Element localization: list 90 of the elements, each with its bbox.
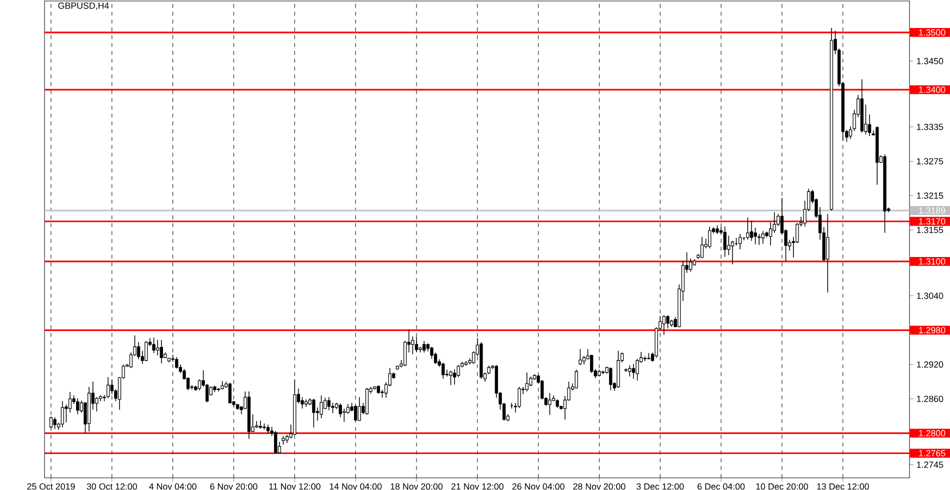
candlestick xyxy=(198,379,202,391)
y-tick-label: 1.3215 xyxy=(916,192,944,199)
candlestick xyxy=(689,258,692,272)
candlestick xyxy=(700,236,704,259)
candlestick xyxy=(156,340,160,356)
candlestick xyxy=(144,340,148,362)
candlestick xyxy=(442,362,445,380)
candlestick xyxy=(518,386,521,409)
ref-line-label: 1.2765 xyxy=(919,450,946,457)
x-tick-label: 30 Oct 12:00 xyxy=(86,484,137,490)
candlestick xyxy=(761,230,765,244)
candlestick xyxy=(738,234,742,250)
y-tick-label: 1.3335 xyxy=(916,124,944,130)
x-tick-label: 18 Nov 20:00 xyxy=(390,484,443,490)
x-tick-label: 26 Nov 04:00 xyxy=(512,484,564,490)
x-tick-label: 6 Dec 04:00 xyxy=(698,484,745,490)
candlestick xyxy=(708,226,712,249)
candlestick xyxy=(358,396,361,422)
ref-line-label: 1.3100 xyxy=(919,258,946,265)
candlestick xyxy=(456,364,460,378)
candlestick xyxy=(152,337,156,354)
candlestick xyxy=(525,372,528,392)
candlestick xyxy=(548,392,552,416)
candlestick xyxy=(228,382,232,404)
candlestick xyxy=(53,416,56,430)
ref-line-label: 1.3170 xyxy=(919,218,946,225)
x-tick-label: 6 Nov 20:00 xyxy=(210,484,258,490)
ref-line-label: 1.3500 xyxy=(919,30,946,36)
candlestick xyxy=(320,395,323,419)
candlestick xyxy=(160,340,164,364)
candlestick xyxy=(632,364,636,380)
x-tick-label: 3 Dec 12:00 xyxy=(636,484,684,490)
y-tick-label: 1.2745 xyxy=(916,462,944,468)
candlestick xyxy=(274,430,278,454)
candlestick xyxy=(136,342,140,360)
x-tick-label: 10 Dec 20:00 xyxy=(756,484,808,490)
candlestick xyxy=(175,356,178,370)
candlestick xyxy=(414,336,418,352)
y-tick-label: 1.2860 xyxy=(916,396,944,402)
y-tick-label: 1.3275 xyxy=(916,158,944,165)
candlestick xyxy=(750,220,754,242)
x-tick-label: 11 Nov 12:00 xyxy=(269,484,320,490)
candlestick xyxy=(346,404,350,414)
candlestick xyxy=(574,369,578,390)
y-tick-label: 1.3155 xyxy=(916,227,944,234)
candlestick xyxy=(578,348,582,366)
candlestick xyxy=(452,368,456,386)
candlestick xyxy=(666,315,670,330)
candlestick xyxy=(772,212,776,234)
candlestick xyxy=(746,217,750,240)
x-tick-label: 21 Nov 12:00 xyxy=(451,484,504,490)
candlestick xyxy=(449,370,452,386)
candlestick xyxy=(754,227,757,245)
candlestick xyxy=(68,392,72,414)
candlestick xyxy=(110,379,114,395)
candlestick xyxy=(312,398,316,428)
candlestick xyxy=(768,222,772,246)
candlestick xyxy=(342,408,346,422)
candlestick xyxy=(422,340,426,354)
candlestick xyxy=(106,376,110,399)
y-tick-label: 1.3040 xyxy=(916,292,944,300)
ref-line-label: 1.3189 xyxy=(919,208,946,214)
candlestick xyxy=(60,400,64,428)
x-tick-label: 4 Nov 04:00 xyxy=(149,484,196,490)
candlestick xyxy=(868,114,872,137)
candlestick xyxy=(338,403,342,418)
candlestick xyxy=(628,364,632,378)
candlestick xyxy=(590,354,594,374)
ref-line-label: 1.2980 xyxy=(919,327,946,334)
x-tick-label: 14 Nov 04:00 xyxy=(330,484,382,490)
candlestick xyxy=(95,396,98,412)
candlestick xyxy=(723,226,726,258)
candlestick xyxy=(662,315,666,336)
candlestick xyxy=(826,214,830,293)
candlestick xyxy=(206,384,209,403)
candlestick xyxy=(76,398,80,415)
chart-title: GBPUSD,H4 xyxy=(58,2,109,10)
candlestick xyxy=(609,367,612,391)
candlestick xyxy=(730,240,734,265)
y-tick-label: 1.2920 xyxy=(916,362,944,368)
x-tick-label: 28 Nov 20:00 xyxy=(573,484,626,490)
candlestick xyxy=(327,396,331,411)
candlestick xyxy=(258,420,262,430)
ref-line-label: 1.2800 xyxy=(919,430,946,437)
candlestick xyxy=(403,340,407,367)
ref-line-label: 1.3400 xyxy=(919,86,946,94)
y-tick-label: 1.3450 xyxy=(916,58,944,64)
candlestick xyxy=(354,404,358,422)
x-tick-label: 13 Dec 12:00 xyxy=(817,484,869,490)
x-tick-label: 25 Oct 2019 xyxy=(27,484,75,490)
